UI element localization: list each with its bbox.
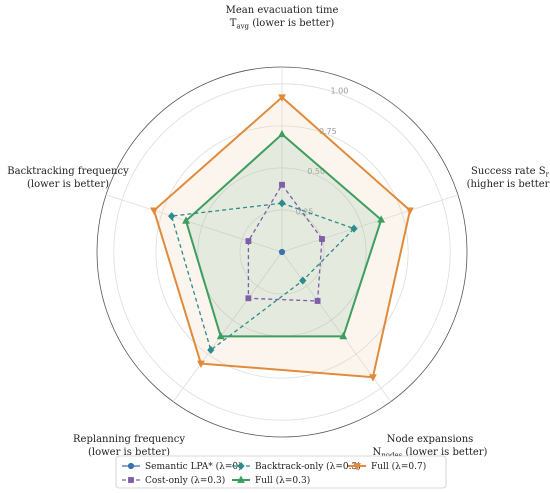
series-line [152, 95, 412, 379]
series-fill [186, 134, 382, 337]
legend-entry: Full (λ=0.3) [232, 475, 310, 486]
series-point [319, 236, 325, 242]
series-group [168, 199, 358, 355]
series-line [184, 132, 383, 338]
series-point [279, 181, 285, 188]
series-point [182, 216, 190, 224]
series-point [245, 238, 252, 244]
series-point [406, 207, 414, 215]
legend-entry: Backtrack-only (λ=0.3) [232, 461, 361, 472]
radial-tick-label: 0.50 [307, 167, 325, 176]
series-point [237, 475, 245, 483]
series-point [353, 463, 361, 471]
legend-label: Backtrack-only (λ=0.3) [255, 461, 361, 472]
series-group [245, 181, 325, 304]
series-point [299, 276, 307, 285]
axis-label: (higher is better) [467, 179, 550, 190]
series-point [150, 207, 158, 215]
legend-label: Semantic LPA* (λ=0) [145, 461, 242, 472]
axis-label: Tavg (lower is better) [230, 18, 335, 31]
series-line [170, 202, 356, 352]
series-point [377, 215, 386, 223]
series-point [278, 94, 286, 102]
series-group [278, 248, 286, 256]
series-point [128, 477, 134, 483]
series-point [216, 331, 225, 340]
axis-label: Nnodes (lower is better) [373, 447, 488, 460]
grid-spoke [281, 194, 459, 253]
series-point [207, 345, 215, 355]
grid-spoke [105, 194, 283, 253]
legend-label: Full (λ=0.7) [371, 461, 426, 472]
series-point [237, 461, 245, 471]
series-fill [154, 97, 410, 378]
radial-tick-label: 1.00 [330, 86, 348, 95]
axis-label: Backtracking frequency [7, 166, 129, 177]
series-point [350, 224, 358, 233]
series-line [247, 183, 323, 302]
radar-axis-labels: Mean evacuation time Tavg (lower is bette… [7, 5, 550, 460]
axis-label: Mean evacuation time [226, 5, 339, 16]
series-point [127, 462, 135, 470]
axis-label: Replanning frequency [73, 434, 185, 445]
series-point [369, 374, 377, 382]
legend-box [115, 455, 447, 489]
axis-label: (lower is better) [88, 447, 170, 458]
axis-label: Node expansions [387, 434, 474, 445]
series-point [245, 295, 252, 302]
legend-label: Full (λ=0.3) [255, 475, 310, 486]
axis-label: Success rate Sr [471, 166, 550, 179]
legend-entry: Semantic LPA* (λ=0) [122, 461, 242, 472]
grid-spoke [172, 251, 283, 402]
series-point [339, 331, 348, 340]
radial-tick-label: 0.25 [296, 208, 314, 217]
radar-grid: 0.25 0.50 0.75 1.00 [96, 66, 468, 438]
legend-entry: Full (λ=0.7) [348, 461, 426, 472]
series-point [278, 199, 286, 208]
axis-label: (lower is better) [27, 179, 109, 190]
legend: Semantic LPA* (λ=0) Cost-only (λ=0.3) Back… [115, 455, 447, 489]
radar-series [150, 94, 414, 382]
legend-label: Cost-only (λ=0.3) [145, 475, 225, 486]
radial-tick-label: 0.75 [319, 127, 337, 136]
series-point [278, 129, 286, 138]
series-point [314, 298, 321, 304]
series-group [182, 129, 386, 340]
legend-entry: Cost-only (λ=0.3) [122, 475, 225, 486]
series-point [278, 248, 286, 256]
series-point [168, 212, 176, 221]
series-group [150, 94, 414, 382]
series-point [197, 360, 205, 369]
